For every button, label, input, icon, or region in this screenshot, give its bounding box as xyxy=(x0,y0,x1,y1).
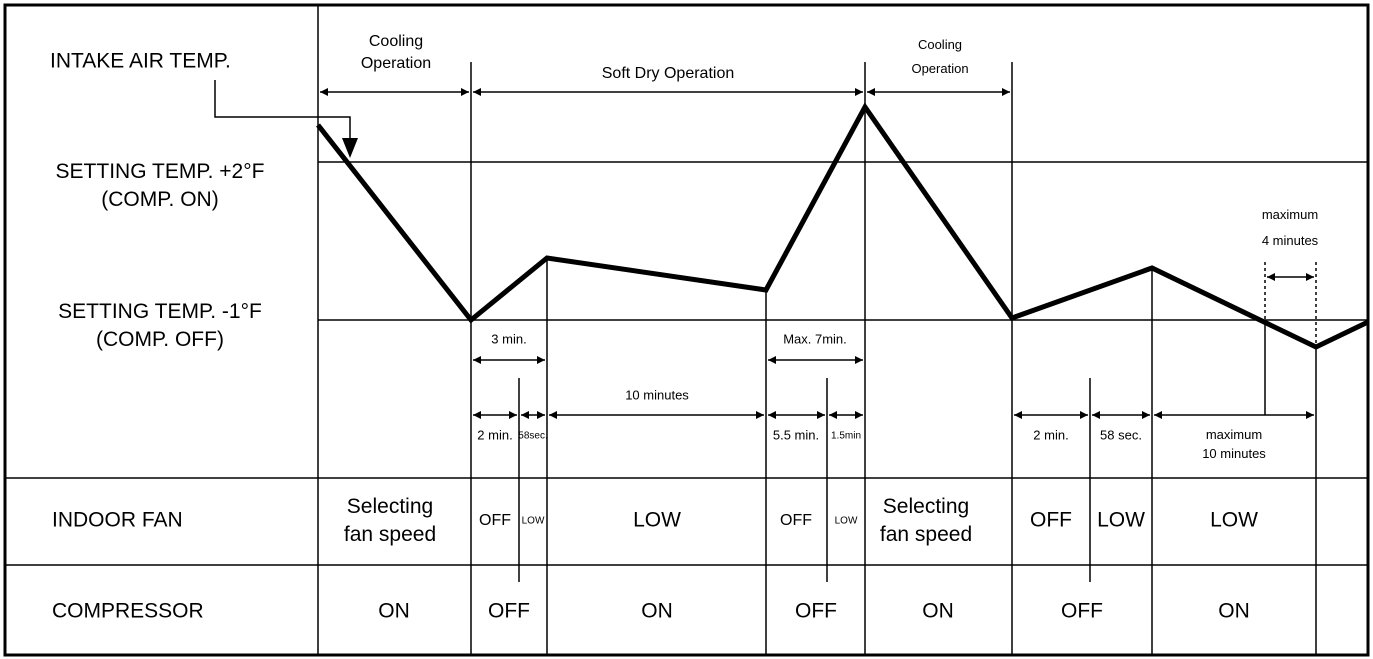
compressor-state: OFF xyxy=(488,600,530,623)
labels: INTAKE AIR TEMP. SETTING TEMP. +2°F (COMP… xyxy=(50,33,1319,622)
timing-label: 1.5min xyxy=(831,431,861,442)
timing-label: maximum 10 minutes xyxy=(1202,427,1266,461)
fan-state: LOW xyxy=(633,509,681,532)
fan-state: OFF xyxy=(780,512,812,529)
row-label: SETTING TEMP. +2°F (COMP. ON) xyxy=(56,160,265,211)
fan-state: Selecting fan speed xyxy=(880,495,972,546)
compressor-state: ON xyxy=(1218,600,1250,623)
compressor-state: ON xyxy=(641,600,673,623)
timing-label: Max. 7min. xyxy=(783,331,847,346)
phase-label: Soft Dry Operation xyxy=(602,65,735,82)
row-label: COMPRESSOR xyxy=(52,600,204,623)
intake-pointer xyxy=(214,80,351,140)
timing-label: 58 sec. xyxy=(1100,427,1142,442)
timing-label: 2 min. xyxy=(1033,427,1068,442)
compressor-state: ON xyxy=(378,600,410,623)
fan-state: LOW xyxy=(1210,509,1258,532)
fan-state: OFF xyxy=(479,512,511,529)
timing-label: maximum 4 minutes xyxy=(1262,207,1319,248)
fan-state: LOW xyxy=(1097,509,1145,532)
compressor-state: OFF xyxy=(1061,600,1103,623)
row-label: INTAKE AIR TEMP. xyxy=(50,50,231,73)
fan-state: OFF xyxy=(1030,509,1072,532)
fan-state: LOW xyxy=(522,516,545,527)
timing-label: 5.5 min. xyxy=(773,427,819,442)
fan-state: LOW xyxy=(835,516,858,527)
fan-state: Selecting fan speed xyxy=(344,495,436,546)
timing-label: 3 min. xyxy=(491,331,526,346)
row-label: INDOOR FAN xyxy=(52,509,183,532)
temperature-line xyxy=(316,102,1370,350)
timing-label: 10 minutes xyxy=(625,387,689,402)
compressor-state: ON xyxy=(922,600,954,623)
intake-arrowhead xyxy=(342,138,358,158)
timing-label: 2 min. xyxy=(477,427,512,442)
phase-label: Cooling Operation xyxy=(361,33,431,72)
arrows xyxy=(320,88,1314,419)
compressor-state: OFF xyxy=(795,600,837,623)
row-label: SETTING TEMP. -1°F (COMP. OFF) xyxy=(58,300,262,351)
grid xyxy=(3,3,1370,657)
timing-label: 58sec. xyxy=(518,431,547,442)
phase-label: Cooling Operation xyxy=(911,37,968,76)
